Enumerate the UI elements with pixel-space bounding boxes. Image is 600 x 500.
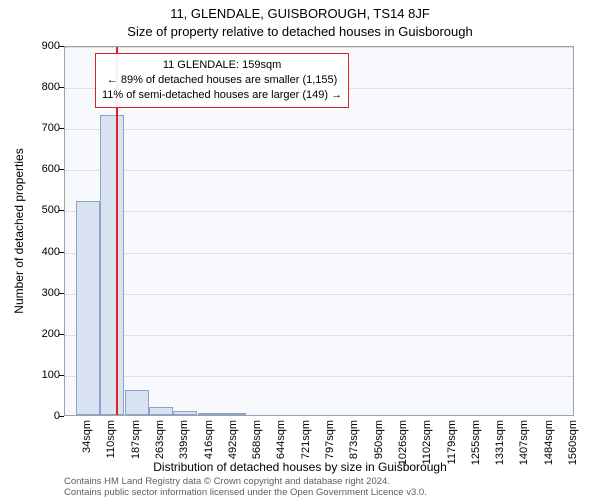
x-tick-label: 110sqm bbox=[105, 420, 117, 470]
title-subtitle: Size of property relative to detached ho… bbox=[0, 24, 600, 39]
footer-line-2: Contains public sector information licen… bbox=[64, 488, 427, 499]
callout-line-1: 11 GLENDALE: 159sqm bbox=[102, 58, 342, 73]
gridline bbox=[65, 47, 573, 48]
gridline bbox=[65, 129, 573, 130]
histogram-bar bbox=[100, 115, 124, 415]
x-tick-label: 1407sqm bbox=[518, 420, 530, 470]
x-tick-label: 187sqm bbox=[130, 420, 142, 470]
y-tick-label: 800 bbox=[0, 81, 60, 93]
y-tick bbox=[59, 169, 64, 170]
gridline bbox=[65, 253, 573, 254]
y-tick-label: 300 bbox=[0, 287, 60, 299]
gridline bbox=[65, 294, 573, 295]
histogram-bar bbox=[173, 411, 197, 415]
y-tick bbox=[59, 87, 64, 88]
x-tick-label: 1560sqm bbox=[567, 420, 579, 470]
callout-line-2: ← 89% of detached houses are smaller (1,… bbox=[102, 73, 342, 88]
x-tick-label: 492sqm bbox=[227, 420, 239, 470]
y-tick-label: 400 bbox=[0, 246, 60, 258]
title-address: 11, GLENDALE, GUISBOROUGH, TS14 8JF bbox=[0, 6, 600, 21]
gridline bbox=[65, 211, 573, 212]
y-tick-label: 900 bbox=[0, 40, 60, 52]
histogram-bar bbox=[198, 413, 222, 415]
chart-container: 11, GLENDALE, GUISBOROUGH, TS14 8JF Size… bbox=[0, 0, 600, 500]
x-tick-label: 263sqm bbox=[154, 420, 166, 470]
x-tick-label: 797sqm bbox=[324, 420, 336, 470]
y-tick bbox=[59, 128, 64, 129]
y-tick bbox=[59, 375, 64, 376]
x-tick-label: 1026sqm bbox=[397, 420, 409, 470]
x-tick-label: 873sqm bbox=[348, 420, 360, 470]
y-tick-label: 100 bbox=[0, 369, 60, 381]
x-tick-label: 1331sqm bbox=[494, 420, 506, 470]
x-tick-label: 1484sqm bbox=[543, 420, 555, 470]
callout-box: 11 GLENDALE: 159sqm ← 89% of detached ho… bbox=[95, 53, 349, 108]
footer-attr: Contains HM Land Registry data © Crown c… bbox=[64, 477, 427, 499]
y-tick bbox=[59, 210, 64, 211]
x-tick-label: 1179sqm bbox=[446, 420, 458, 470]
plot-area: 11 GLENDALE: 159sqm ← 89% of detached ho… bbox=[64, 46, 574, 416]
histogram-bar bbox=[149, 407, 173, 415]
y-tick-label: 600 bbox=[0, 163, 60, 175]
y-tick bbox=[59, 252, 64, 253]
y-tick bbox=[59, 334, 64, 335]
x-tick-label: 1255sqm bbox=[470, 420, 482, 470]
gridline bbox=[65, 170, 573, 171]
x-tick-label: 721sqm bbox=[300, 420, 312, 470]
histogram-bar bbox=[76, 201, 100, 415]
x-tick-label: 416sqm bbox=[203, 420, 215, 470]
callout-line-3: 11% of semi-detached houses are larger (… bbox=[102, 88, 342, 103]
x-tick-label: 1102sqm bbox=[421, 420, 433, 470]
x-tick-label: 568sqm bbox=[251, 420, 263, 470]
x-tick-label: 339sqm bbox=[178, 420, 190, 470]
y-tick-label: 0 bbox=[0, 410, 60, 422]
histogram-bar bbox=[222, 413, 246, 415]
gridline bbox=[65, 376, 573, 377]
x-tick-label: 34sqm bbox=[81, 420, 93, 470]
y-tick-label: 200 bbox=[0, 328, 60, 340]
y-tick-label: 500 bbox=[0, 204, 60, 216]
gridline bbox=[65, 335, 573, 336]
y-tick bbox=[59, 46, 64, 47]
x-tick-label: 644sqm bbox=[275, 420, 287, 470]
y-axis-title: Number of detached properties bbox=[12, 46, 26, 416]
histogram-bar bbox=[125, 390, 149, 415]
y-tick-label: 700 bbox=[0, 122, 60, 134]
y-tick bbox=[59, 416, 64, 417]
x-tick-label: 950sqm bbox=[373, 420, 385, 470]
y-tick bbox=[59, 293, 64, 294]
